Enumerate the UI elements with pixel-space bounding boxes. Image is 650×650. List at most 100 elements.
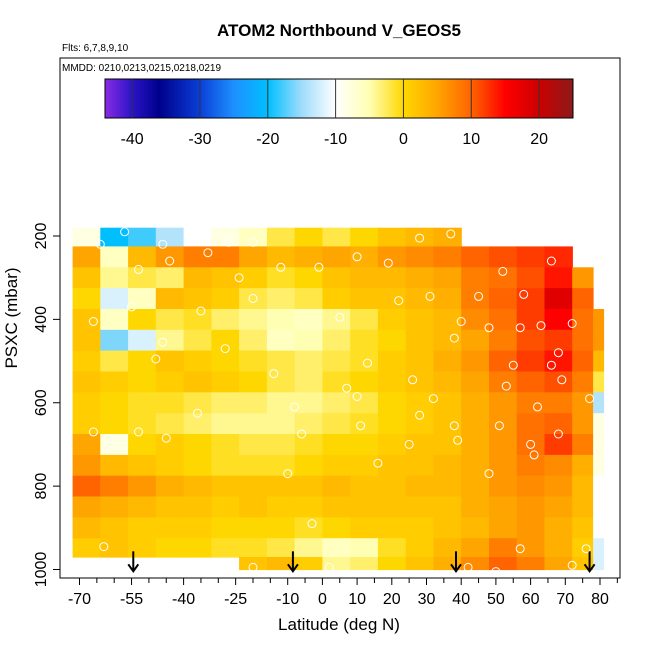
heatmap-cell <box>516 392 546 414</box>
heatmap-cell <box>489 392 518 414</box>
heatmap-cell <box>544 246 573 268</box>
colorbar-tick-label: 0 <box>399 131 408 148</box>
heatmap-cell <box>544 350 573 372</box>
heatmap-cell <box>322 496 351 518</box>
sample-point <box>581 544 591 554</box>
heatmap-cell <box>183 246 212 268</box>
heatmap-cell <box>461 309 490 331</box>
x-tick-label: 10 <box>348 591 366 608</box>
heatmap-cell <box>72 475 101 498</box>
sample-point <box>297 429 307 439</box>
heatmap-cell <box>294 309 323 331</box>
sample-point <box>356 421 366 431</box>
heatmap-cell <box>593 329 605 352</box>
heatmap-cell <box>72 371 101 393</box>
heatmap-cell <box>183 227 212 248</box>
heatmap-cell <box>350 392 379 414</box>
heatmap-cell <box>72 227 101 248</box>
heatmap-cell <box>239 538 268 558</box>
heatmap-cell <box>128 371 157 393</box>
heatmap-cell <box>461 350 490 372</box>
heatmap-cell <box>377 538 407 558</box>
sample-point <box>567 560 577 570</box>
heatmap-cell <box>266 413 296 435</box>
heatmap-cell <box>405 496 435 518</box>
heatmap-cell <box>461 496 490 518</box>
x-tick-label: -25 <box>224 591 247 608</box>
sample-point <box>88 427 98 437</box>
heatmap-cell <box>239 371 268 393</box>
heatmap-cell <box>72 454 101 477</box>
heatmap-cell <box>100 329 129 352</box>
colorbar-tick-label: -40 <box>121 131 144 148</box>
colorbar-tick-label: 20 <box>530 131 548 148</box>
sample-point <box>474 291 484 301</box>
heatmap-cell <box>239 413 268 435</box>
colorbar-tick-label: -20 <box>256 131 279 148</box>
heatmap-cell <box>516 288 546 310</box>
heatmap-cell <box>572 350 594 372</box>
y-tick-label: 600 <box>33 389 50 416</box>
heatmap-cell <box>544 557 573 571</box>
heatmap-cell <box>239 350 268 372</box>
sample-point <box>352 252 362 262</box>
x-tick-label: 0 <box>318 591 327 608</box>
heatmap-cell <box>377 517 407 539</box>
sample-point <box>234 273 244 283</box>
sample-point <box>449 421 459 431</box>
heatmap-cell <box>350 350 379 372</box>
heatmap-cell <box>377 371 407 393</box>
heatmap-cell <box>155 475 185 498</box>
heatmap-cell <box>516 475 546 498</box>
heatmap-cell <box>405 413 435 435</box>
heatmap-cell <box>294 413 323 435</box>
heatmap-cell <box>377 434 407 456</box>
heatmap-cell <box>100 246 129 268</box>
sample-point <box>248 562 258 572</box>
heatmap-cell <box>572 413 594 435</box>
sample-point <box>484 469 494 479</box>
heatmap-cell <box>433 454 462 477</box>
heatmap-cell <box>461 454 490 477</box>
flight-arrow <box>287 551 299 574</box>
flights-subtitle: Flts: 6,7,8,9,10 <box>62 43 129 54</box>
colorbar-tick-label: -10 <box>324 131 347 148</box>
heatmap-cell <box>350 475 379 498</box>
heatmap-cell <box>433 246 462 268</box>
heatmap-cell <box>183 413 212 435</box>
heatmap-cell <box>461 557 490 571</box>
heatmap-cell <box>377 309 407 331</box>
sample-point <box>363 358 372 368</box>
heatmap-cell <box>572 392 594 414</box>
sample-point <box>151 354 161 364</box>
chart-title: ATOM2 Northbound V_GEOS5 <box>217 21 461 40</box>
heatmap-cell <box>72 517 101 539</box>
heatmap-cell <box>516 350 546 372</box>
heatmap-cell <box>128 475 157 498</box>
sample-point <box>453 435 463 445</box>
heatmap-cell <box>266 371 296 393</box>
sample-point <box>515 544 525 554</box>
heatmap-cell <box>433 371 462 393</box>
heatmap-cell <box>433 392 462 414</box>
heatmap-cell <box>128 350 157 372</box>
heatmap-cell <box>516 496 546 518</box>
sample-point <box>408 375 418 385</box>
sample-point <box>248 294 258 303</box>
heatmap-cell <box>572 517 594 539</box>
heatmap-cell <box>405 434 435 456</box>
heatmap-cell <box>544 267 573 289</box>
heatmap-cell <box>433 557 462 571</box>
heatmap-cell <box>572 371 594 393</box>
heatmap-cell <box>350 246 379 268</box>
heatmap-cell <box>128 454 157 477</box>
heatmap-cell <box>516 267 546 289</box>
heatmap-cell <box>377 350 407 372</box>
heatmap-cell <box>72 246 101 268</box>
heatmap-cell <box>516 538 546 558</box>
heatmap-cell <box>572 434 594 456</box>
sample-point <box>269 369 279 379</box>
x-tick-label: 70 <box>556 591 574 608</box>
heatmap-cell <box>322 475 351 498</box>
sample-point <box>224 237 234 247</box>
